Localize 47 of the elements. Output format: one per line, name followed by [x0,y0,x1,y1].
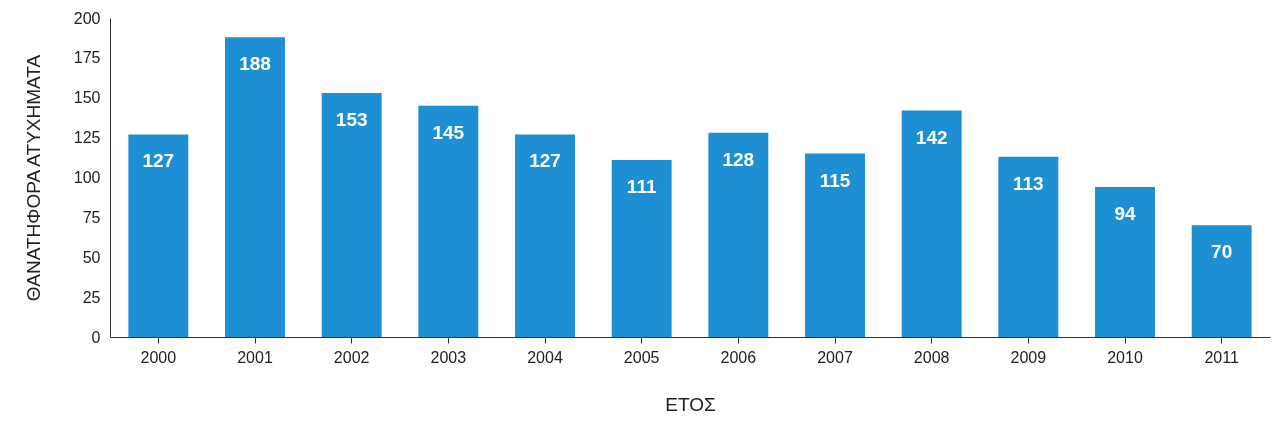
y-tick-label: 0 [91,328,101,346]
x-tick-label: 2009 [1010,348,1047,366]
data-label: 94 [1114,203,1136,225]
y-tick-label: 150 [73,89,101,107]
bar [225,37,285,337]
y-tick-label: 75 [82,208,101,226]
data-label: 153 [335,108,368,130]
x-tick-label: 2001 [237,348,273,366]
data-label: 188 [239,53,271,75]
x-tick-label: 2004 [527,348,563,366]
data-label: 142 [915,126,948,148]
data-label: 145 [432,121,465,143]
bar [998,156,1059,337]
data-label: 128 [722,148,755,170]
x-tick-label: 2005 [623,348,660,366]
bar [611,159,672,337]
y-axis-title: ΘΑΝΑΤΗΦΟΡΑ ΑΤΥΧΗΜΑΤΑ [22,54,44,302]
bar [708,132,769,337]
y-tick-label: 50 [82,248,101,266]
y-tick-label: 175 [73,49,101,67]
x-tick-label: 2007 [817,348,853,366]
bar [321,92,382,337]
bar [1191,225,1252,337]
x-tick-label: 2003 [430,348,467,366]
y-tick-label: 125 [73,129,101,147]
data-label: 115 [819,169,851,191]
x-tick-label: 2008 [913,348,950,366]
bar [1095,187,1155,337]
bar [515,134,575,337]
bar [805,153,865,337]
y-tick-label: 25 [82,288,101,306]
x-tick-label: 2010 [1107,348,1143,366]
x-tick-label: 2006 [720,348,757,366]
y-tick-label: 100 [73,169,101,186]
x-tick-label: 2011 [1204,348,1239,366]
x-axis-title: ΕΤΟΣ [665,393,716,415]
data-label: 70 [1211,241,1233,263]
bar [128,134,189,337]
bar [418,105,479,337]
x-tick-label: 2000 [140,348,177,366]
bar [901,110,962,337]
data-label: 111 [626,175,657,197]
x-tick-label: 2002 [333,348,370,366]
data-label: 113 [1013,172,1044,194]
data-label: 127 [142,150,175,172]
y-tick-label: 200 [73,9,101,27]
data-label: 127 [529,150,561,172]
